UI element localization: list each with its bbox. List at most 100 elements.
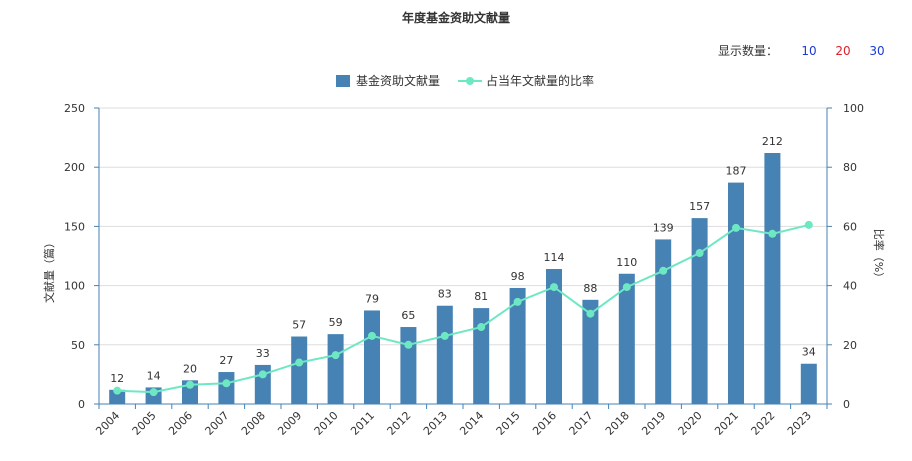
y-tick-label: 200 bbox=[64, 161, 85, 174]
bar bbox=[764, 152, 781, 404]
count-option-10[interactable]: 10 bbox=[801, 43, 817, 58]
y2-tick-label: 20 bbox=[843, 339, 857, 352]
bar-value-label: 81 bbox=[474, 290, 488, 303]
legend-bar-swatch bbox=[336, 75, 350, 87]
bar-value-label: 157 bbox=[689, 200, 710, 213]
bar bbox=[618, 273, 635, 404]
y2-tick-label: 60 bbox=[843, 220, 857, 233]
bar-value-label: 88 bbox=[583, 282, 597, 295]
bar-value-label: 20 bbox=[183, 362, 197, 375]
y2-tick-label: 100 bbox=[843, 102, 864, 115]
bar-value-label: 212 bbox=[762, 135, 783, 148]
chart-title: 年度基金资助文献量 bbox=[401, 11, 510, 25]
rate-point bbox=[186, 380, 194, 389]
bar-value-label: 14 bbox=[147, 369, 161, 382]
y-axis-label: 文献量（篇） bbox=[42, 237, 56, 303]
x-tick-label: 2004 bbox=[93, 409, 122, 438]
bar bbox=[546, 269, 562, 404]
bar-value-label: 65 bbox=[401, 309, 415, 322]
y-tick-label: 150 bbox=[64, 220, 85, 233]
bar-value-label: 33 bbox=[256, 347, 270, 360]
bar bbox=[509, 287, 526, 404]
bar-value-label: 114 bbox=[544, 251, 565, 264]
bar-value-label: 187 bbox=[726, 165, 747, 178]
y-tick-label: 50 bbox=[71, 339, 85, 352]
bar bbox=[582, 299, 599, 404]
bar-value-label: 34 bbox=[802, 346, 816, 359]
bar bbox=[655, 239, 672, 404]
grid-lines bbox=[99, 107, 827, 346]
x-tick-label: 2021 bbox=[712, 409, 741, 438]
bar bbox=[728, 182, 744, 404]
x-tick-label: 2012 bbox=[385, 409, 414, 438]
x-tick-label: 2017 bbox=[567, 409, 596, 438]
bar-value-label: 98 bbox=[511, 270, 525, 283]
x-tick-label: 2005 bbox=[130, 409, 159, 438]
x-tick-label: 2020 bbox=[676, 409, 705, 438]
bar bbox=[691, 218, 708, 404]
rate-line bbox=[117, 223, 810, 394]
bar-value-label: 57 bbox=[292, 319, 306, 332]
bar bbox=[436, 305, 453, 404]
count-option-30[interactable]: 30 bbox=[869, 43, 885, 58]
bar bbox=[473, 308, 490, 404]
x-tick-label: 2023 bbox=[785, 409, 814, 438]
x-tick-label: 2010 bbox=[312, 409, 341, 438]
count-selector-label: 显示数量： bbox=[717, 44, 778, 58]
rate-point bbox=[113, 386, 122, 395]
x-tick-label: 2014 bbox=[457, 409, 486, 438]
x-tick-label: 2022 bbox=[749, 409, 778, 438]
rate-point bbox=[695, 249, 704, 258]
x-tick-label: 2006 bbox=[166, 409, 195, 438]
bar-value-label: 12 bbox=[110, 372, 124, 385]
bar bbox=[218, 372, 235, 404]
rate-point bbox=[732, 223, 740, 232]
bar bbox=[800, 363, 817, 404]
rate-point bbox=[659, 266, 668, 275]
x-tick-label: 2015 bbox=[494, 409, 523, 438]
y2-tick-label: 80 bbox=[843, 161, 857, 174]
bar-value-label: 79 bbox=[365, 292, 379, 305]
bar-series: 12 14 20 27 33 57 59 79 65 83 81 98 114 88 110 139 157 18… bbox=[109, 135, 817, 404]
rate-point bbox=[622, 283, 631, 292]
rate-point bbox=[368, 331, 376, 340]
legend-bar-label: 基金资助文献量 bbox=[356, 73, 440, 88]
rate-point bbox=[768, 229, 777, 238]
legend[interactable]: 基金资助文献量 占当年文献量的比率 bbox=[336, 73, 594, 88]
x-tick-label: 2008 bbox=[239, 409, 268, 438]
x-tick-label: 2009 bbox=[275, 409, 304, 438]
bar-value-label: 83 bbox=[438, 288, 452, 301]
rate-point bbox=[404, 340, 413, 349]
count-selector: 显示数量： 10 20 30 bbox=[718, 42, 894, 59]
rate-point bbox=[149, 388, 158, 397]
rate-point bbox=[513, 297, 522, 306]
x-tick-label: 2016 bbox=[530, 409, 559, 438]
legend-line-marker bbox=[466, 77, 474, 85]
rate-point bbox=[550, 283, 558, 292]
x-tick-label: 2013 bbox=[421, 409, 450, 438]
y-tick-label: 0 bbox=[78, 398, 85, 411]
rate-point bbox=[295, 358, 304, 367]
x-tick-label: 2019 bbox=[639, 409, 668, 438]
bar bbox=[400, 327, 417, 404]
y-tick-label: 250 bbox=[64, 102, 85, 115]
bar bbox=[327, 334, 344, 404]
y2-tick-label: 40 bbox=[843, 280, 857, 293]
x-tick-label: 2018 bbox=[603, 409, 632, 438]
rate-point bbox=[222, 379, 231, 388]
legend-line-label: 占当年文献量的比率 bbox=[486, 73, 594, 88]
bar-value-label: 139 bbox=[653, 221, 674, 234]
count-option-20[interactable]: 20 bbox=[835, 43, 851, 58]
bar bbox=[109, 389, 126, 404]
x-tick-label: 2011 bbox=[348, 409, 377, 438]
bar-value-label: 110 bbox=[616, 256, 637, 269]
bar-value-label: 59 bbox=[329, 316, 343, 329]
rate-point bbox=[804, 220, 813, 229]
y-tick-label: 100 bbox=[64, 280, 85, 293]
rate-point bbox=[331, 351, 340, 360]
line-series bbox=[113, 220, 813, 397]
x-tick-label: 2007 bbox=[203, 409, 232, 438]
y2-axis-label: 比率（%） bbox=[872, 229, 886, 283]
bar bbox=[364, 310, 380, 404]
